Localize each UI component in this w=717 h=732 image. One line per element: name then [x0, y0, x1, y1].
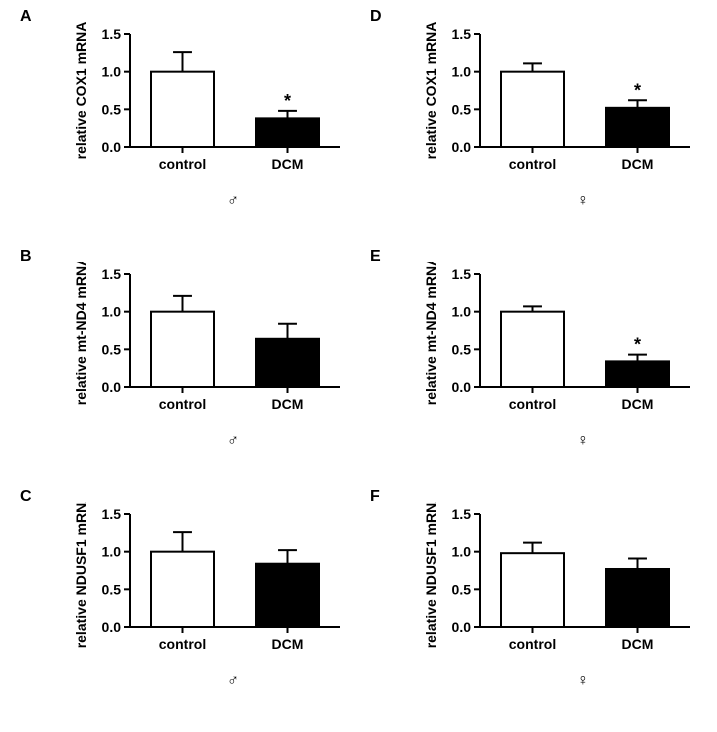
category-label: control	[509, 396, 556, 412]
female-symbol: ♀	[577, 672, 589, 690]
panel-d: D0.00.51.01.5control*DCMrelative COX1 mR…	[420, 22, 700, 182]
ytick-label: 1.5	[452, 266, 472, 282]
ytick-label: 0.5	[452, 581, 472, 597]
bar-control	[501, 553, 564, 627]
bar-chart: 0.0 0.5 1.0 1.5 control * DCM relative COX1 mRN…	[420, 22, 700, 182]
ytick-label: 0.0	[102, 619, 122, 635]
bar-chart: 0.0 0.5 1.0 1.5 control DCM relative NDUSF1 mR…	[70, 502, 350, 662]
category-label: DCM	[622, 156, 654, 172]
female-symbol: ♀	[577, 432, 589, 450]
y-axis-label: relative mt-ND4 mRNA	[73, 262, 89, 405]
ytick-label: 1.0	[102, 304, 122, 320]
ytick-label: 1.5	[102, 26, 122, 42]
y-axis-label: relative COX1 mRNA	[73, 22, 89, 159]
category-label: control	[159, 636, 206, 652]
bar-control	[151, 72, 214, 147]
category-label: DCM	[272, 156, 304, 172]
panel-a: A0.00.51.01.5control*DCMrelative COX1 mR…	[70, 22, 350, 182]
bar-control	[501, 312, 564, 387]
y-axis-label: relative mt-ND4 mRNA	[423, 262, 439, 405]
category-label: control	[509, 156, 556, 172]
panel-letter: B	[20, 248, 32, 266]
category-label: DCM	[622, 396, 654, 412]
ytick-label: 1.5	[102, 506, 122, 522]
significance-marker: *	[284, 91, 291, 111]
bar-chart: 0.0 0.5 1.0 1.5 control * DCM relative COX1 mRN…	[70, 22, 350, 182]
ytick-label: 1.0	[452, 304, 472, 320]
ytick-label: 0.5	[102, 101, 122, 117]
panel-letter: F	[370, 488, 380, 506]
category-label: control	[159, 156, 206, 172]
bar-chart: 0.0 0.5 1.0 1.5 control DCM relative mt-ND4 mR…	[70, 262, 350, 422]
y-axis-label: relative NDUSF1 mRNA	[423, 502, 439, 648]
bar-dcm	[606, 108, 669, 147]
panel-e: E0.00.51.01.5control*DCMrelative mt-ND4 …	[420, 262, 700, 422]
panel-letter: C	[20, 488, 32, 506]
bar-dcm	[256, 118, 319, 147]
bar-dcm	[606, 361, 669, 387]
ytick-label: 1.0	[102, 64, 122, 80]
category-label: DCM	[622, 636, 654, 652]
male-symbol: ♂	[227, 672, 239, 690]
male-symbol: ♂	[227, 432, 239, 450]
panel-letter: A	[20, 8, 32, 26]
ytick-label: 0.5	[452, 341, 472, 357]
panel-b: B0.00.51.01.5controlDCMrelative mt-ND4 m…	[70, 262, 350, 422]
category-label: DCM	[272, 396, 304, 412]
category-label: control	[509, 636, 556, 652]
y-axis-label: relative NDUSF1 mRNA	[73, 502, 89, 648]
ytick-label: 0.5	[102, 341, 122, 357]
ytick-label: 1.0	[452, 64, 472, 80]
y-axis-label: relative COX1 mRNA	[423, 22, 439, 159]
ytick-label: 1.0	[452, 544, 472, 560]
ytick-label: 0.0	[452, 379, 472, 395]
male-symbol: ♂	[227, 192, 239, 210]
ytick-label: 1.0	[102, 544, 122, 560]
ytick-label: 1.5	[452, 506, 472, 522]
ytick-label: 0.0	[452, 619, 472, 635]
bar-dcm	[606, 569, 669, 627]
ytick-label: 0.0	[102, 379, 122, 395]
ytick-label: 0.5	[102, 581, 122, 597]
significance-marker: *	[634, 80, 641, 100]
bar-chart: 0.0 0.5 1.0 1.5 control * DCM relative mt-ND4 m…	[420, 262, 700, 422]
ytick-label: 0.0	[452, 139, 472, 155]
ytick-label: 0.0	[102, 139, 122, 155]
ytick-label: 1.5	[102, 266, 122, 282]
bar-control	[501, 72, 564, 147]
bar-control	[151, 552, 214, 627]
panel-c: C0.00.51.01.5controlDCMrelative NDUSF1 m…	[70, 502, 350, 662]
category-label: DCM	[272, 636, 304, 652]
bar-dcm	[256, 339, 319, 387]
female-symbol: ♀	[577, 192, 589, 210]
panel-letter: D	[370, 8, 382, 26]
bar-control	[151, 312, 214, 387]
bar-chart: 0.0 0.5 1.0 1.5 control DCM relative NDUSF1 mR…	[420, 502, 700, 662]
bar-dcm	[256, 564, 319, 627]
significance-marker: *	[634, 335, 641, 355]
ytick-label: 1.5	[452, 26, 472, 42]
category-label: control	[159, 396, 206, 412]
ytick-label: 0.5	[452, 101, 472, 117]
panel-f: F0.00.51.01.5controlDCMrelative NDUSF1 m…	[420, 502, 700, 662]
panel-letter: E	[370, 248, 381, 266]
